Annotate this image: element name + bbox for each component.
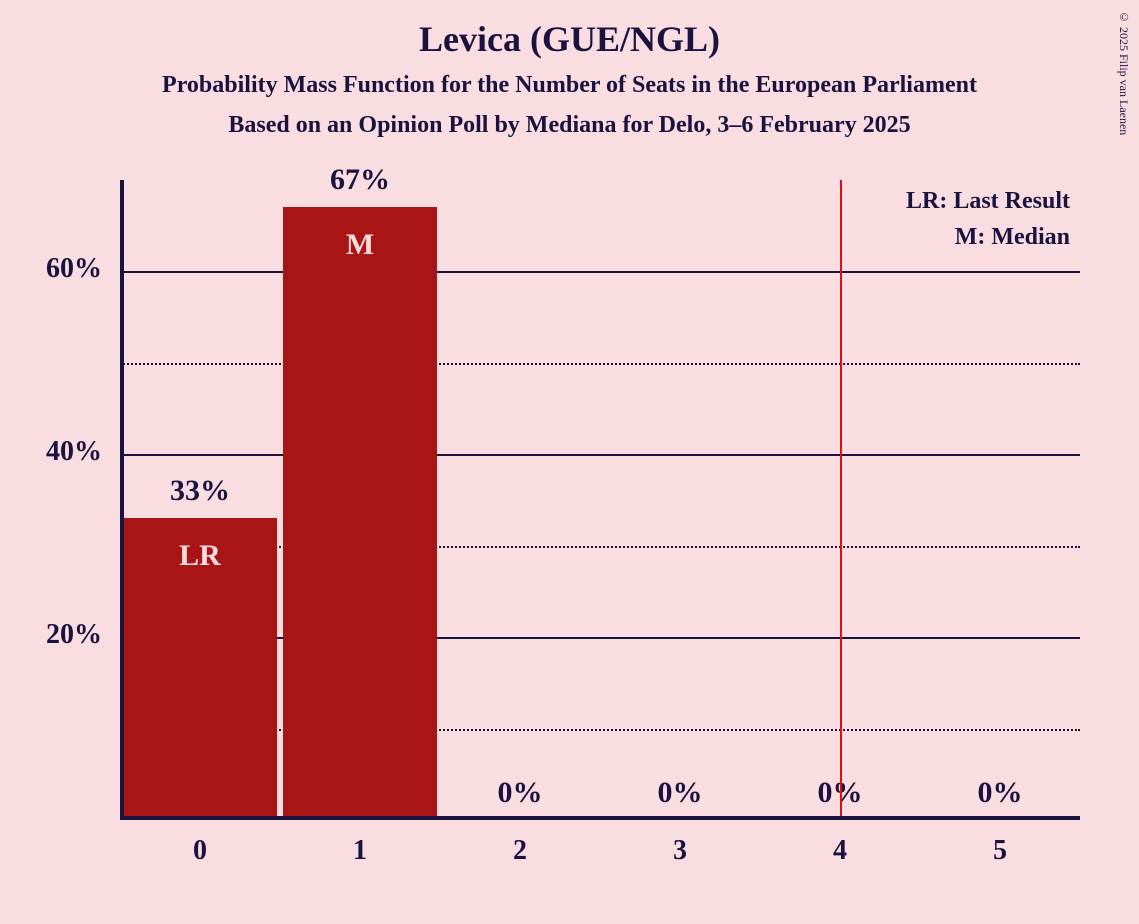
bar-inner-label: LR bbox=[179, 539, 221, 573]
gridline-major bbox=[120, 454, 1080, 456]
bar-value-label: 0% bbox=[658, 776, 703, 810]
x-axis-label: 0 bbox=[170, 835, 230, 867]
gridline-major bbox=[120, 271, 1080, 273]
x-axis-label: 5 bbox=[970, 835, 1030, 867]
chart-subtitle-2: Based on an Opinion Poll by Mediana for … bbox=[228, 112, 910, 139]
chart-container: Levica (GUE/NGL) Probability Mass Functi… bbox=[0, 0, 1139, 924]
bar-value-label: 0% bbox=[978, 776, 1023, 810]
x-axis-line bbox=[120, 816, 1080, 820]
chart-title: Levica (GUE/NGL) bbox=[419, 18, 720, 60]
y-axis-line bbox=[120, 180, 124, 820]
chart-subtitle-1: Probability Mass Function for the Number… bbox=[162, 72, 977, 99]
plot-area: 20%40%60%33%LR067%M10%20%30%40%5LR: Last… bbox=[120, 180, 1080, 820]
bar-value-label: 67% bbox=[330, 163, 390, 197]
x-axis-label: 2 bbox=[490, 835, 550, 867]
bar-value-label: 0% bbox=[498, 776, 543, 810]
y-axis-label: 20% bbox=[22, 619, 102, 651]
bar bbox=[283, 207, 437, 820]
copyright-text: © 2025 Filip van Laenen bbox=[1116, 10, 1131, 135]
bar-inner-label: M bbox=[346, 228, 374, 262]
y-axis-label: 60% bbox=[22, 253, 102, 285]
gridline-minor bbox=[120, 363, 1080, 365]
reference-line bbox=[840, 180, 842, 820]
x-axis-label: 4 bbox=[810, 835, 870, 867]
bar-value-label: 33% bbox=[170, 474, 230, 508]
x-axis-label: 1 bbox=[330, 835, 390, 867]
legend-median: M: Median bbox=[955, 224, 1070, 251]
x-axis-label: 3 bbox=[650, 835, 710, 867]
y-axis-label: 40% bbox=[22, 436, 102, 468]
legend-last-result: LR: Last Result bbox=[906, 188, 1070, 215]
